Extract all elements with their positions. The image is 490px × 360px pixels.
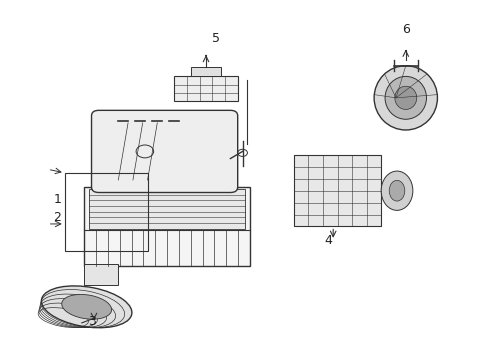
Bar	[174, 76, 238, 102]
Bar	[294, 155, 381, 226]
Ellipse shape	[385, 76, 426, 119]
Text: 3: 3	[88, 315, 96, 328]
Text: 5: 5	[212, 32, 220, 45]
Ellipse shape	[62, 294, 112, 319]
Text: 6: 6	[402, 23, 410, 36]
Bar	[65, 173, 147, 251]
Ellipse shape	[389, 180, 405, 201]
Text: 1: 1	[53, 193, 61, 206]
Ellipse shape	[381, 171, 413, 210]
Ellipse shape	[42, 286, 132, 328]
FancyBboxPatch shape	[92, 111, 238, 193]
Text: 2: 2	[53, 211, 61, 224]
Bar	[192, 67, 220, 76]
Ellipse shape	[395, 86, 417, 109]
Bar	[84, 264, 118, 285]
Bar	[84, 187, 250, 266]
Ellipse shape	[374, 66, 438, 130]
Bar	[89, 189, 245, 229]
Text: 4: 4	[324, 234, 332, 247]
